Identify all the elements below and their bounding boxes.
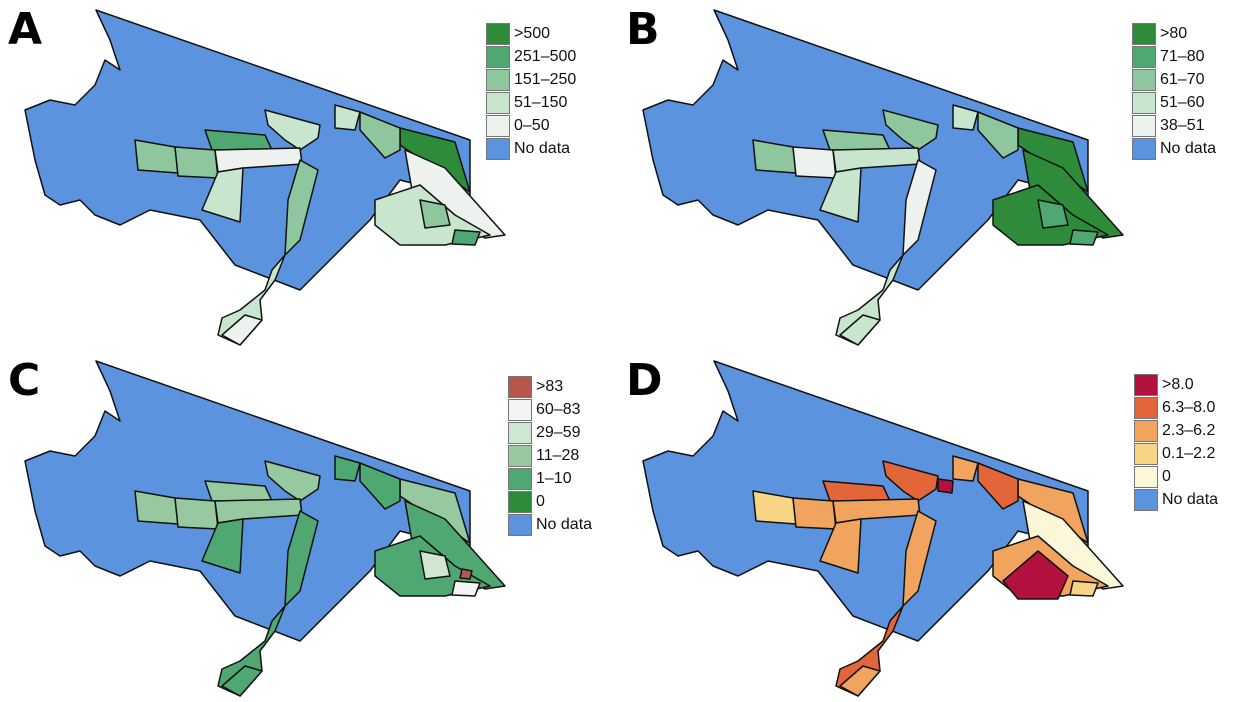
legend-item: 11–28: [508, 444, 592, 467]
legend-label: 61–70: [1160, 70, 1205, 88]
legend-swatch: [508, 421, 532, 444]
legend-item: 0.1–2.2: [1134, 442, 1218, 465]
legend-label: 0: [1162, 467, 1171, 485]
legend-label: 1–10: [536, 469, 572, 487]
legend-label: 51–150: [514, 93, 568, 111]
legend-swatch: [508, 490, 532, 513]
legend-label: 6.3–8.0: [1162, 398, 1216, 416]
legend-item: 0: [508, 490, 592, 513]
legend-swatch: [1134, 442, 1158, 465]
legend-item: No data: [508, 513, 592, 536]
legend-swatch: [1134, 465, 1158, 488]
legend-item: 151–250: [486, 68, 576, 91]
legend-swatch: [1132, 22, 1156, 45]
legend-label: >80: [1160, 24, 1188, 42]
legend-label: 51–60: [1160, 93, 1205, 111]
map-legend: >8.0 6.3–8.0 2.3–6.2 0.1–2.2 0 No data: [1134, 373, 1218, 511]
legend-swatch: [486, 68, 510, 91]
legend-label: >500: [514, 24, 551, 42]
legend-item: 1–10: [508, 467, 592, 490]
legend-swatch: [1134, 396, 1158, 419]
legend-label: No data: [536, 515, 593, 533]
panel-letter: A: [8, 4, 43, 55]
legend-item: 251–500: [486, 45, 576, 68]
legend-item: 51–150: [486, 91, 576, 114]
legend-swatch: [486, 45, 510, 68]
legend-swatch: [508, 444, 532, 467]
legend-item: 60–83: [508, 398, 592, 421]
region-map-a: [24, 9, 506, 346]
legend-label: >83: [536, 377, 564, 395]
legend-label: 71–80: [1160, 47, 1205, 65]
region-map-d: [642, 360, 1124, 697]
legend-swatch: [1134, 419, 1158, 442]
legend-label: 151–250: [514, 70, 577, 88]
legend-swatch: [508, 513, 532, 536]
region-map-c: [24, 360, 506, 697]
legend-item: >500: [486, 22, 576, 45]
legend-item: 51–60: [1132, 91, 1216, 114]
map-panel-c: C >83 60–83 29–59 11–28 1–10 0 No data: [0, 351, 618, 702]
legend-item: 0–50: [486, 114, 576, 137]
map-legend: >80 71–80 61–70 51–60 38–51 No data: [1132, 22, 1216, 160]
legend-item: 38–51: [1132, 114, 1216, 137]
legend-item: >80: [1132, 22, 1216, 45]
legend-swatch: [486, 114, 510, 137]
legend-item: 2.3–6.2: [1134, 419, 1218, 442]
map-panel-a: A >500 251–500 151–250 51–150 0–50 No da…: [0, 0, 618, 351]
panel-letter: B: [626, 4, 660, 55]
legend-swatch: [486, 91, 510, 114]
legend-swatch: [1132, 91, 1156, 114]
region-map-b: [642, 9, 1124, 346]
legend-item: 71–80: [1132, 45, 1216, 68]
legend-label: 2.3–6.2: [1162, 421, 1216, 439]
legend-swatch: [1132, 114, 1156, 137]
map-panel-b: B >80 71–80 61–70 51–60 38–51 No data: [618, 0, 1236, 351]
legend-swatch: [508, 467, 532, 490]
map-panel-d: D >8.0 6.3–8.0 2.3–6.2 0.1–2.2 0 No data: [618, 351, 1236, 702]
legend-swatch: [1132, 137, 1156, 160]
legend-swatch: [508, 375, 532, 398]
legend-item: >83: [508, 375, 592, 398]
legend-swatch: [1134, 488, 1158, 511]
legend-label: 0–50: [514, 116, 550, 134]
legend-item: No data: [486, 137, 576, 160]
map-legend: >500 251–500 151–250 51–150 0–50 No data: [486, 22, 576, 160]
panel-letter: D: [626, 355, 663, 406]
legend-item: 0: [1134, 465, 1218, 488]
legend-swatch: [1132, 68, 1156, 91]
panel-letter: C: [8, 355, 41, 406]
legend-item: 61–70: [1132, 68, 1216, 91]
legend-swatch: [508, 398, 532, 421]
legend-swatch: [486, 137, 510, 160]
map-legend: >83 60–83 29–59 11–28 1–10 0 No data: [508, 375, 592, 536]
legend-label: 0.1–2.2: [1162, 444, 1216, 462]
legend-label: 0: [536, 492, 545, 510]
legend-label: No data: [1160, 139, 1217, 157]
legend-label: >8.0: [1162, 375, 1194, 393]
legend-item: No data: [1134, 488, 1218, 511]
legend-item: 29–59: [508, 421, 592, 444]
legend-item: No data: [1132, 137, 1216, 160]
legend-label: 11–28: [536, 446, 580, 464]
legend-label: No data: [1162, 490, 1219, 508]
legend-swatch: [1132, 45, 1156, 68]
legend-item: >8.0: [1134, 373, 1218, 396]
legend-label: No data: [514, 139, 571, 157]
legend-label: 251–500: [514, 47, 577, 65]
legend-label: 29–59: [536, 423, 581, 441]
legend-swatch: [486, 22, 510, 45]
legend-item: 6.3–8.0: [1134, 396, 1218, 419]
legend-label: 38–51: [1160, 116, 1205, 134]
legend-swatch: [1134, 373, 1158, 396]
legend-label: 60–83: [536, 400, 581, 418]
